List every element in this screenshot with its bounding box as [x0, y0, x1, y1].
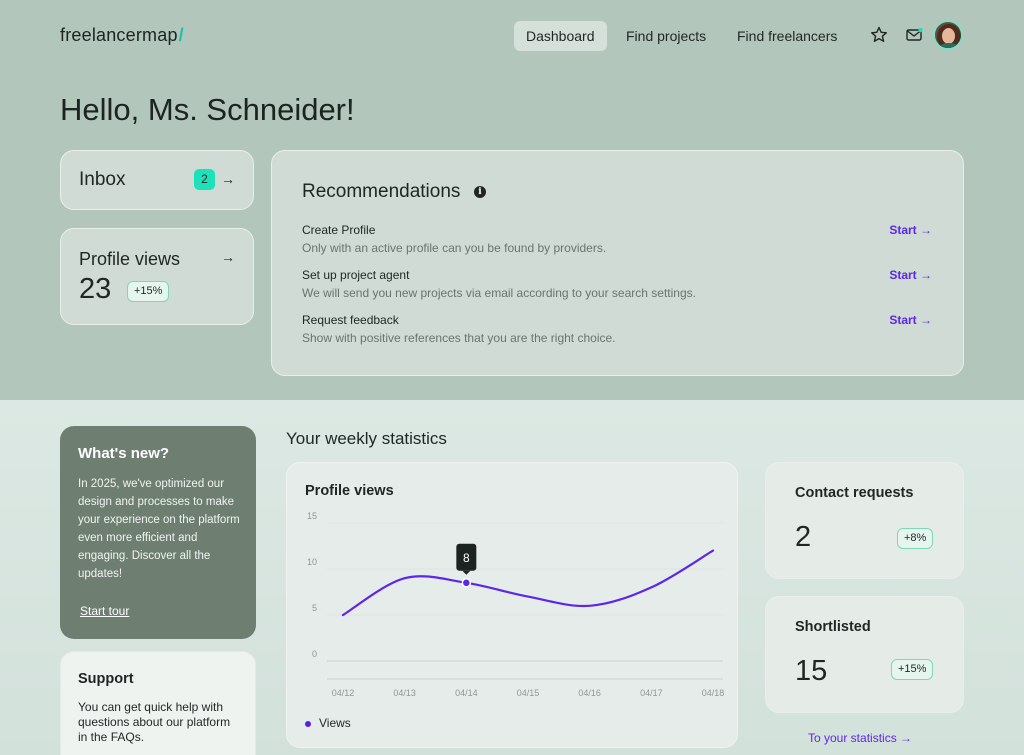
shortlisted-card: Shortlisted 15 +15%	[765, 596, 964, 713]
recommendation-title: Set up project agent	[302, 268, 410, 282]
shortlisted-change-badge: +15%	[891, 659, 934, 680]
x-tick-label: 04/14	[455, 688, 478, 698]
tooltip-box	[456, 543, 477, 571]
start-link[interactable]: Start →	[889, 313, 932, 327]
y-tick-label: 0	[312, 649, 317, 659]
recommendation-desc: Show with positive references that you a…	[302, 331, 616, 345]
contact-requests-title: Contact requests	[795, 485, 914, 501]
x-tick-label: 04/16	[578, 688, 601, 698]
profile-views-card[interactable]: Profile views → 23 +15%	[60, 228, 254, 325]
nav-dashboard[interactable]: Dashboard	[514, 21, 607, 51]
contact-requests-change-badge: +8%	[897, 528, 934, 549]
recommendation-desc: We will send you new projects via email …	[302, 286, 696, 300]
views-series-line	[341, 549, 715, 617]
nav-find-projects[interactable]: Find projects	[626, 28, 707, 44]
x-tick-label: 04/15	[517, 688, 540, 698]
highlighted-point	[461, 578, 472, 588]
recommendations-title: Recommendations	[302, 181, 461, 202]
chart-legend: Views	[305, 716, 351, 730]
start-link[interactable]: Start →	[889, 268, 932, 282]
start-link[interactable]: Start →	[889, 223, 932, 237]
contact-requests-value: 2	[795, 521, 812, 553]
support-card: Support You can get quick help with ques…	[60, 651, 256, 755]
greeting: Hello, Ms. Schneider!	[60, 92, 355, 127]
weekly-statistics-title: Your weekly statistics	[286, 429, 447, 448]
profile-views-chart-card: Profile views 0 5 10 15 04/12 04/13 04/14 04/15…	[286, 462, 738, 748]
whats-new-body: In 2025, we've optimized our design and …	[78, 478, 240, 580]
recommendation-title: Request feedback	[302, 313, 399, 327]
profile-views-value: 23	[79, 273, 112, 305]
profile-views-chart: 0 5 10 15 04/12 04/13 04/14 04/15 04/16 04/17 04/1…	[307, 511, 725, 698]
support-body: You can get quick help with questions ab…	[78, 700, 231, 744]
avatar[interactable]	[933, 20, 963, 50]
recommendation-item: Create Profile Only with an active profi…	[302, 223, 932, 263]
logo-text: freelancermap	[60, 25, 178, 45]
x-tick-label: 04/18	[702, 688, 725, 698]
recommendation-item: Request feedback Show with positive refe…	[302, 313, 932, 353]
inbox-title: Inbox	[79, 169, 126, 190]
y-tick-label: 5	[312, 603, 317, 613]
legend-dot	[305, 720, 311, 727]
inbox-count-badge: 2	[194, 169, 215, 190]
info-icon[interactable]: i	[474, 186, 486, 198]
profile-views-change-badge: +15%	[127, 281, 170, 302]
recommendation-desc: Only with an active profile can you be f…	[302, 241, 607, 255]
recommendations-card: Recommendations i Create Profile Only wi…	[271, 150, 964, 376]
chart-title: Profile views	[305, 483, 394, 499]
legend-label: Views	[319, 716, 351, 730]
contact-requests-card: Contact requests 2 +8%	[765, 462, 964, 579]
support-title: Support	[78, 671, 134, 687]
y-tick-label: 10	[307, 557, 317, 567]
y-tick-label: 15	[307, 511, 317, 521]
x-tick-label: 04/13	[393, 688, 416, 698]
x-tick-label: 04/17	[640, 688, 663, 698]
shortlisted-title: Shortlisted	[795, 619, 871, 635]
profile-views-title: Profile views	[79, 249, 181, 269]
recommendation-title: Create Profile	[302, 223, 376, 237]
tooltip-label: 8	[463, 551, 470, 565]
logo[interactable]: freelancermap/	[60, 25, 184, 46]
star-icon[interactable]	[869, 25, 889, 45]
tooltip-pointer	[462, 570, 471, 575]
mail-icon[interactable]	[904, 25, 924, 45]
whats-new-title: What's new?	[78, 445, 170, 462]
nav-find-freelancers[interactable]: Find freelancers	[737, 28, 838, 44]
x-tick-label: 04/12	[332, 688, 355, 698]
start-tour-link[interactable]: Start tour	[80, 604, 130, 618]
arrow-right-icon: →	[221, 249, 235, 265]
inbox-card[interactable]: Inbox 2 →	[60, 150, 254, 210]
recommendation-item: Set up project agent We will send you ne…	[302, 268, 932, 308]
whats-new-card: What's new? In 2025, we've optimized our…	[60, 426, 256, 639]
logo-slash: /	[178, 25, 184, 45]
shortlisted-value: 15	[795, 655, 828, 687]
to-statistics-link[interactable]: To your statistics →	[808, 731, 913, 745]
arrow-right-icon: →	[221, 171, 235, 187]
